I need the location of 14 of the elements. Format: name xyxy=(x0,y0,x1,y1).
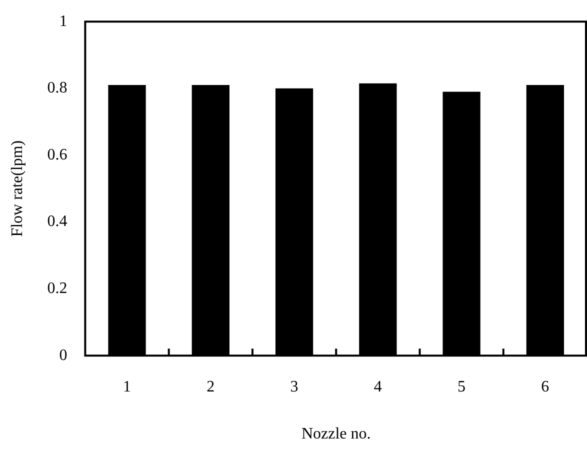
y-tick-label: 0.4 xyxy=(47,213,68,230)
x-tick-label: 6 xyxy=(541,378,550,396)
y-tick-label: 0.8 xyxy=(47,80,68,97)
x-tick-label: 4 xyxy=(374,378,382,396)
x-axis-title: Nozzle no. xyxy=(301,426,371,443)
x-tick-label: 1 xyxy=(123,378,132,396)
x-tick-label: 2 xyxy=(206,378,215,396)
y-tick-label: 0.6 xyxy=(47,146,68,164)
x-tick-label: 5 xyxy=(458,378,466,396)
y-axis-title: Flow rate(lpm) xyxy=(8,140,26,237)
y-tick-label: 1 xyxy=(59,12,68,30)
y-tick-label: 0 xyxy=(59,346,68,364)
y-tick-label: 0.2 xyxy=(47,280,68,298)
x-tick-label: 3 xyxy=(290,378,298,396)
